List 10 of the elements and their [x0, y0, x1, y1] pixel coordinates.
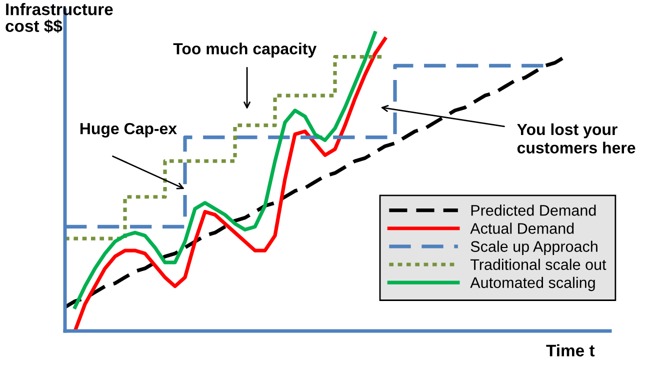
legend-label: Scale up Approach: [470, 240, 598, 255]
legend-label: Actual Demand: [470, 222, 574, 234]
y-axis-title: Infrastructure cost $$: [6, 3, 113, 34]
annotation: Huge Cap-ex: [80, 122, 177, 138]
annotation: You lost your customers here: [517, 123, 636, 154]
legend-label: Predicted Demand: [471, 204, 596, 216]
legend-label: Automated scaling: [470, 276, 595, 292]
annotation: Too much capacity: [173, 42, 317, 58]
legend-label: Traditional scale out: [470, 258, 606, 270]
x-axis-title: Time t: [546, 344, 595, 356]
